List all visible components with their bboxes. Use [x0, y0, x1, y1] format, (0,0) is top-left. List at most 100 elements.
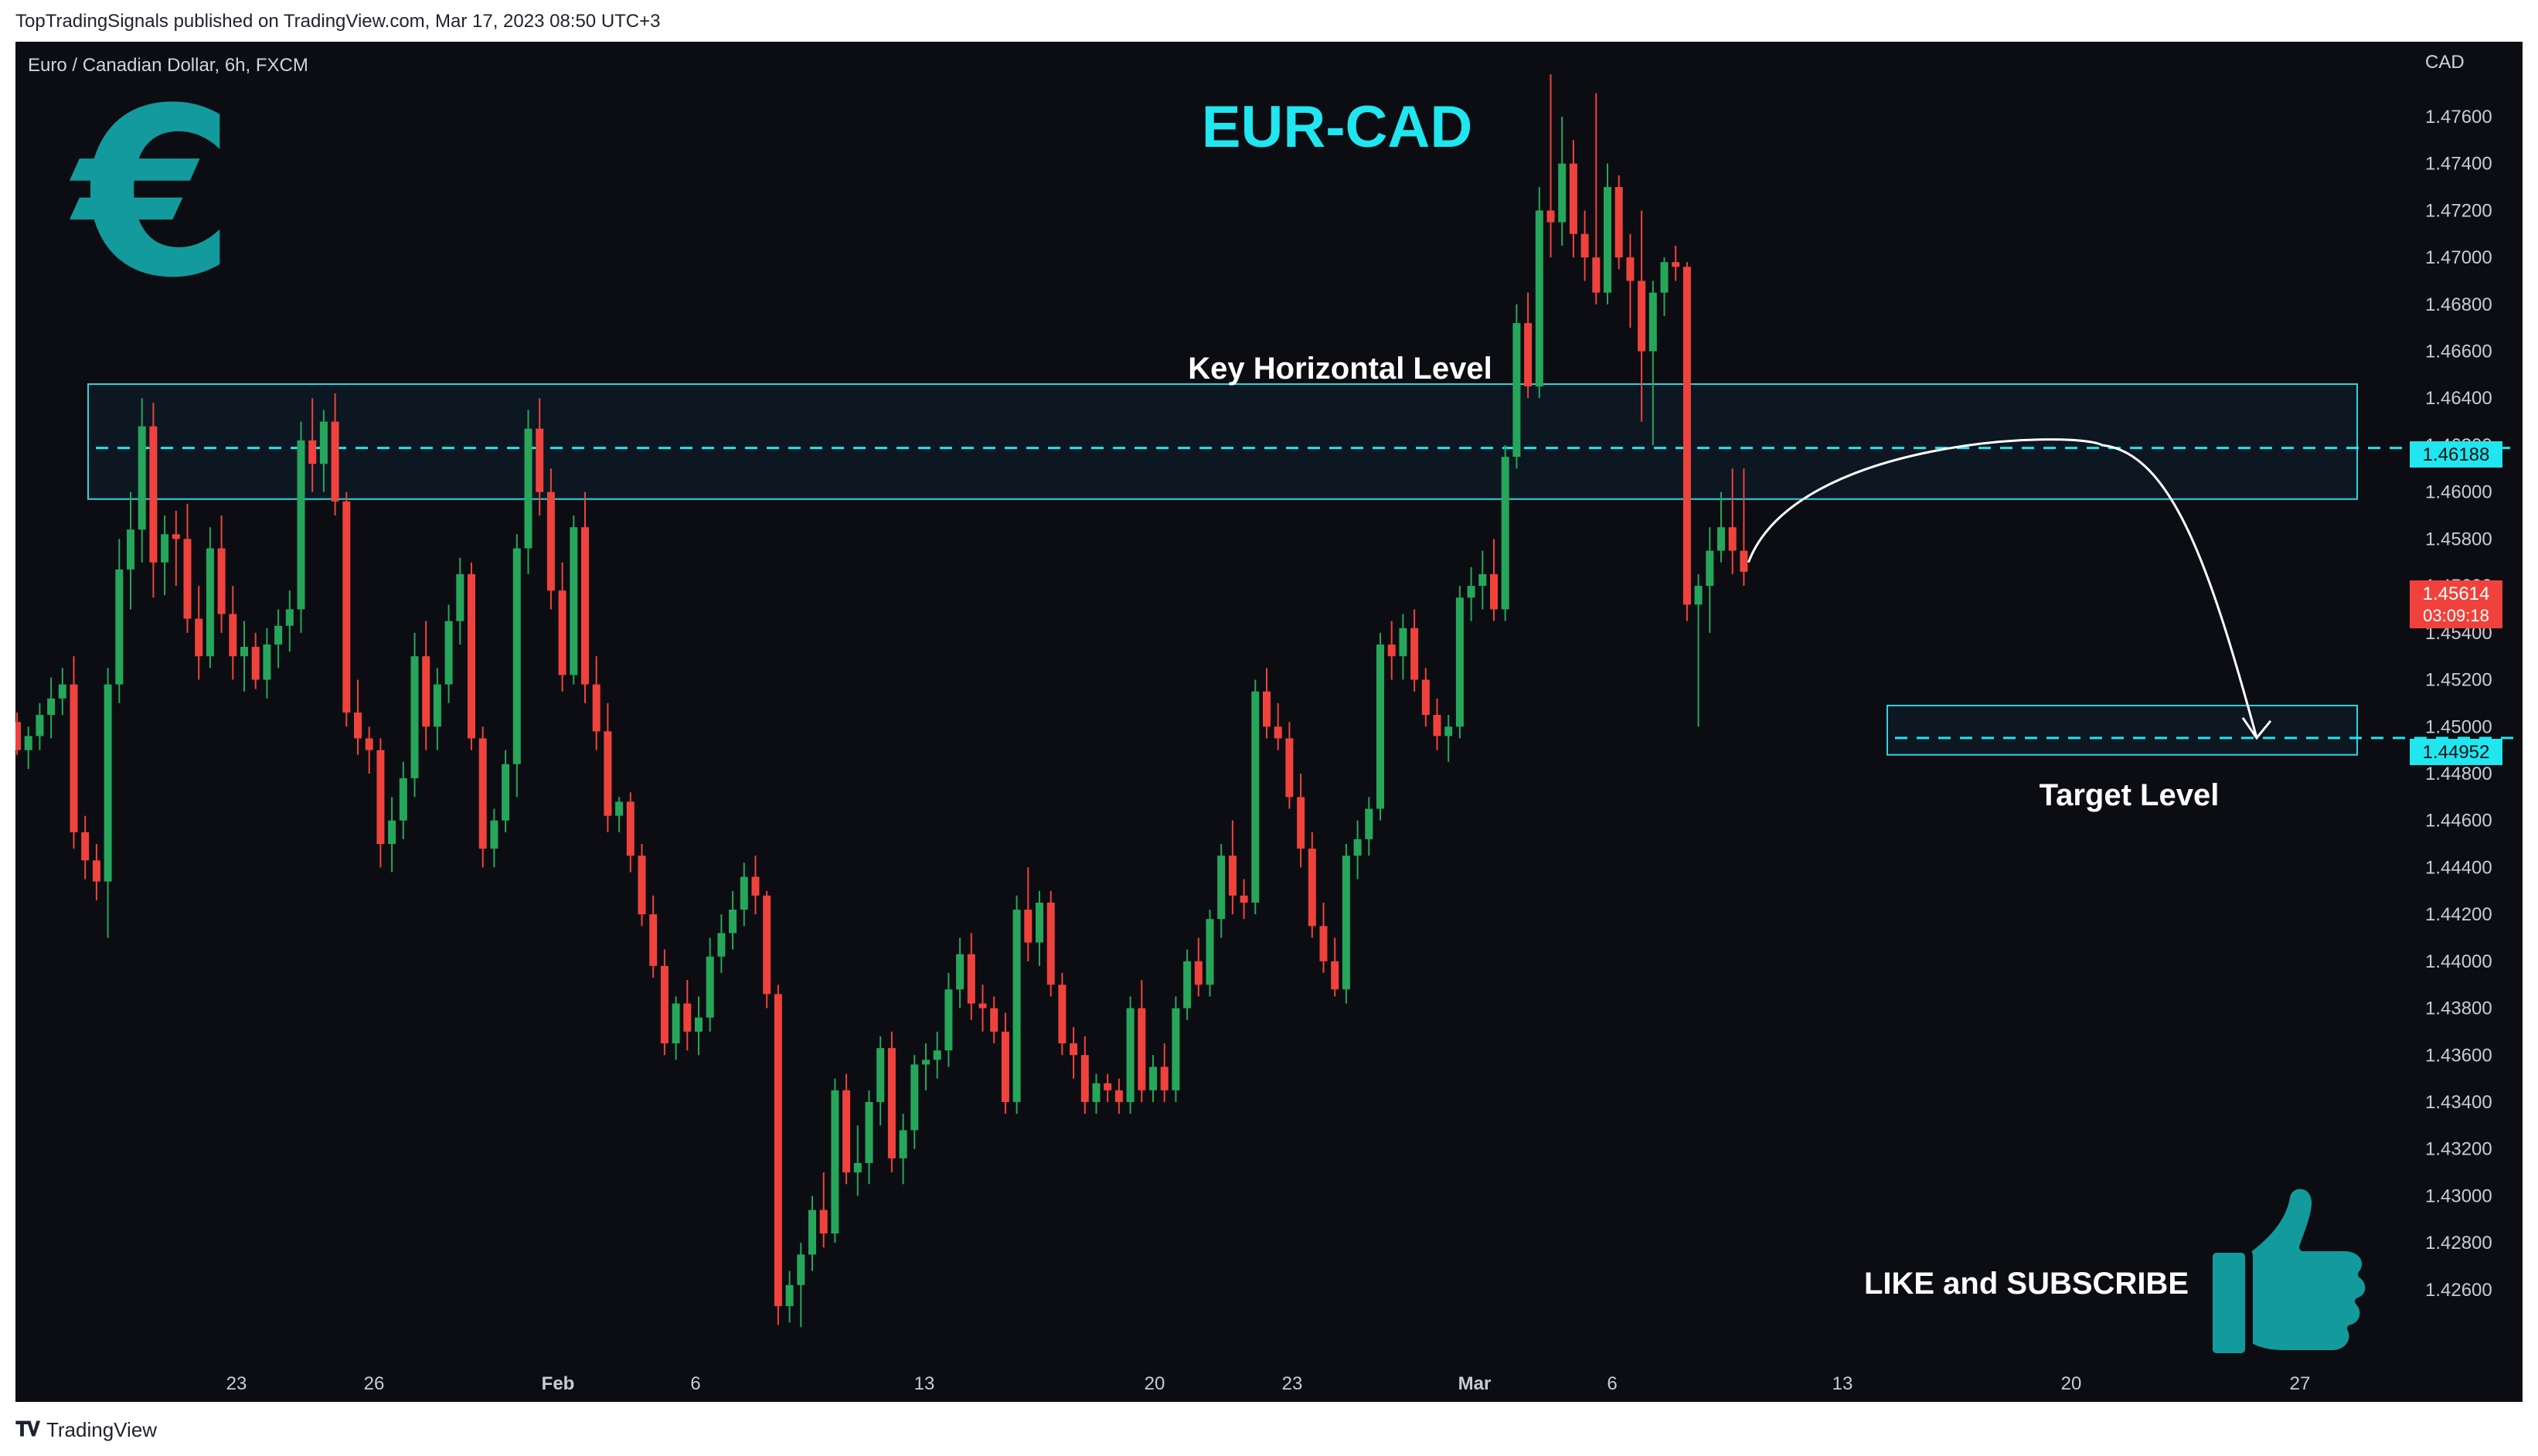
candle — [468, 562, 475, 750]
x-tick-label: 27 — [2290, 1373, 2311, 1394]
candle — [478, 726, 487, 868]
y-tick-label: 1.46600 — [2425, 342, 2492, 362]
candle — [308, 398, 317, 492]
candle — [763, 890, 771, 1009]
candle — [115, 539, 124, 703]
candle — [1308, 832, 1316, 938]
x-tick-label: 6 — [690, 1373, 700, 1394]
target-level-zone[interactable] — [1886, 704, 2358, 756]
candle — [502, 750, 510, 832]
candle — [1592, 93, 1601, 304]
candle — [978, 985, 987, 1032]
candle — [1660, 257, 1669, 316]
candle — [1512, 304, 1521, 469]
candle — [717, 914, 726, 974]
candle — [1319, 902, 1328, 974]
candle — [785, 1271, 794, 1323]
x-tick-label: 13 — [1832, 1373, 1853, 1394]
projection-arrowhead — [2241, 716, 2272, 740]
candle — [695, 996, 703, 1056]
candle — [1285, 722, 1294, 809]
x-tick-label: 20 — [2061, 1373, 2082, 1394]
candle — [1149, 1055, 1157, 1102]
candle — [1217, 844, 1226, 938]
candle — [1546, 74, 1555, 258]
candle — [604, 702, 612, 832]
candle — [1706, 527, 1714, 633]
candle — [1478, 550, 1487, 610]
x-tick-label: Mar — [1458, 1373, 1492, 1394]
candle — [1421, 668, 1430, 727]
key-level-text: Key Horizontal Level — [1188, 352, 1492, 386]
candles-layer — [15, 74, 1748, 1328]
candle — [729, 890, 737, 950]
candle — [512, 534, 521, 798]
candle — [944, 973, 953, 1067]
candle — [1001, 1012, 1009, 1114]
candle — [206, 527, 214, 668]
candle — [376, 738, 385, 868]
candle — [456, 557, 464, 645]
candle — [1365, 797, 1373, 856]
candle — [388, 797, 396, 873]
candle — [1717, 492, 1725, 563]
candle — [1604, 163, 1611, 304]
candle — [410, 632, 419, 798]
candle — [1410, 609, 1419, 692]
footer-brand[interactable]: TradingView — [46, 1417, 158, 1441]
candle — [1183, 949, 1192, 1020]
candle — [797, 1243, 805, 1328]
publisher-line: TopTradingSignals published on TradingVi… — [15, 11, 661, 32]
candle — [319, 410, 328, 492]
candle — [956, 937, 965, 1009]
candle — [1138, 980, 1146, 1102]
y-tick-label: 1.46000 — [2425, 482, 2492, 503]
candle — [297, 421, 305, 633]
candle — [1274, 702, 1282, 750]
x-tick-label: 6 — [1607, 1373, 1617, 1394]
current-price-tag: 1.45614 03:09:18 — [2410, 580, 2502, 628]
candle — [1501, 444, 1509, 621]
candle — [808, 1196, 816, 1271]
candle — [365, 726, 373, 774]
candle — [1694, 573, 1703, 727]
candle — [1092, 1073, 1101, 1114]
symbol-line[interactable]: Euro / Canadian Dollar, 6h, FXCM — [28, 55, 308, 76]
candle — [1387, 621, 1396, 680]
candle — [1228, 820, 1237, 915]
candle — [1444, 715, 1453, 762]
x-tick-label: 23 — [226, 1373, 247, 1394]
candle — [990, 996, 999, 1044]
candle — [1535, 187, 1543, 399]
candle — [967, 933, 975, 1020]
candle — [876, 1036, 885, 1126]
candle — [1297, 773, 1305, 868]
tradingview-logo-icon[interactable]: 𝐓𝐕 — [15, 1417, 40, 1441]
candle — [922, 1043, 930, 1090]
chart-title: EUR-CAD — [1202, 94, 1472, 160]
key-level-zone[interactable] — [87, 383, 2358, 500]
candle — [1172, 996, 1180, 1102]
candle — [1648, 281, 1657, 445]
candle — [490, 808, 498, 868]
y-tick-label: 1.45000 — [2425, 716, 2492, 737]
candle — [558, 562, 566, 692]
candle — [1206, 910, 1214, 997]
candle — [1240, 879, 1248, 920]
currency-label: CAD — [2425, 52, 2465, 73]
countdown: 03:09:18 — [2423, 606, 2489, 625]
candle — [1251, 679, 1260, 915]
y-tick-label: 1.43400 — [2425, 1092, 2492, 1113]
candle — [660, 949, 669, 1056]
chart-area[interactable]: Euro / Canadian Dollar, 6h, FXCM EUR-CAD… — [15, 42, 2523, 1402]
y-tick-label: 1.42800 — [2425, 1233, 2492, 1254]
candle — [47, 677, 56, 739]
y-tick-label: 1.43000 — [2425, 1186, 2492, 1206]
chart-svg[interactable]: Euro / Canadian Dollar, 6h, FXCM EUR-CAD… — [15, 42, 2523, 1402]
key-level-price-tag: 1.46188 — [2410, 441, 2502, 468]
candle — [751, 856, 760, 915]
x-tick-label: 23 — [1282, 1373, 1303, 1394]
candle — [615, 797, 624, 832]
candle — [831, 1078, 839, 1243]
candle — [899, 1114, 907, 1185]
